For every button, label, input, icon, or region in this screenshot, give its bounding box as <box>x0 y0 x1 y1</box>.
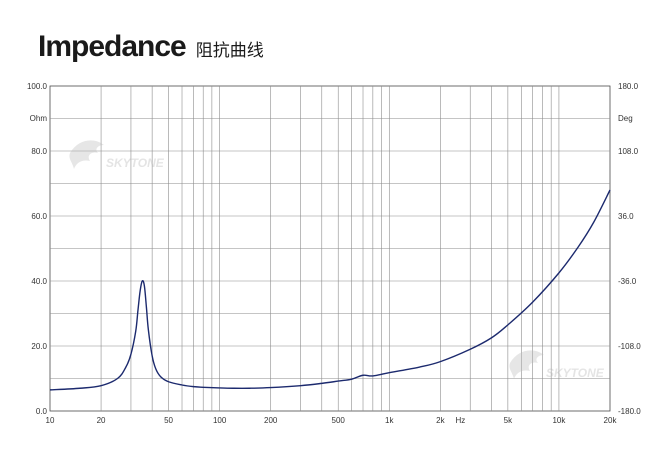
dragon-logo-icon <box>69 140 104 169</box>
x-tick-label: 10 <box>46 416 55 425</box>
x-axis-unit: Hz <box>455 416 465 425</box>
tick-label-layer: 10 20 50 100 200 500 1k 2k 5k 10k 20k Hz 100.0 80.0 60… <box>27 82 641 425</box>
y2-tick-label: -180.0 <box>618 407 641 416</box>
y-tick-label: 60.0 <box>31 212 47 221</box>
y-tick-label: 80.0 <box>31 147 47 156</box>
x-tick-label: 20k <box>604 416 618 425</box>
x-tick-label: 50 <box>164 416 173 425</box>
grid-layer <box>50 86 610 411</box>
y-tick-label: 40.0 <box>31 277 47 286</box>
dragon-logo-icon <box>509 350 544 379</box>
y-tick-label: 20.0 <box>31 342 47 351</box>
watermark-1: SKYTONE <box>69 140 165 170</box>
page-title: Impedance <box>38 30 187 63</box>
impedance-curve-line <box>49 189 611 391</box>
y2-tick-label: -108.0 <box>618 342 641 351</box>
y2-tick-label: 108.0 <box>618 147 639 156</box>
watermark-text: SKYTONE <box>106 156 165 170</box>
x-tick-label: 100 <box>213 416 227 425</box>
y2-tick-label: 36.0 <box>618 212 634 221</box>
curve-layer <box>49 189 611 391</box>
page-subtitle: 阻抗曲线 <box>195 41 264 61</box>
y-tick-label: 0.0 <box>36 407 48 416</box>
y2-tick-label: 180.0 <box>618 82 639 91</box>
x-tick-label: 5k <box>504 416 513 425</box>
x-tick-label: 200 <box>264 416 278 425</box>
x-tick-label: 500 <box>332 416 346 425</box>
x-tick-label: 20 <box>97 416 106 425</box>
watermark-text: SKYTONE <box>546 366 605 380</box>
y2-tick-label: -36.0 <box>618 277 637 286</box>
x-tick-label: 10k <box>552 416 566 425</box>
x-tick-label: 1k <box>385 416 394 425</box>
y-tick-label: 100.0 <box>27 82 48 91</box>
y2-axis-unit: Deg <box>618 114 633 123</box>
title-row: Impedance 阻抗曲线 <box>38 30 264 70</box>
y-axis-unit: Ohm <box>30 114 48 123</box>
x-tick-label: 2k <box>436 416 445 425</box>
watermark-2: SKYTONE <box>509 350 605 380</box>
